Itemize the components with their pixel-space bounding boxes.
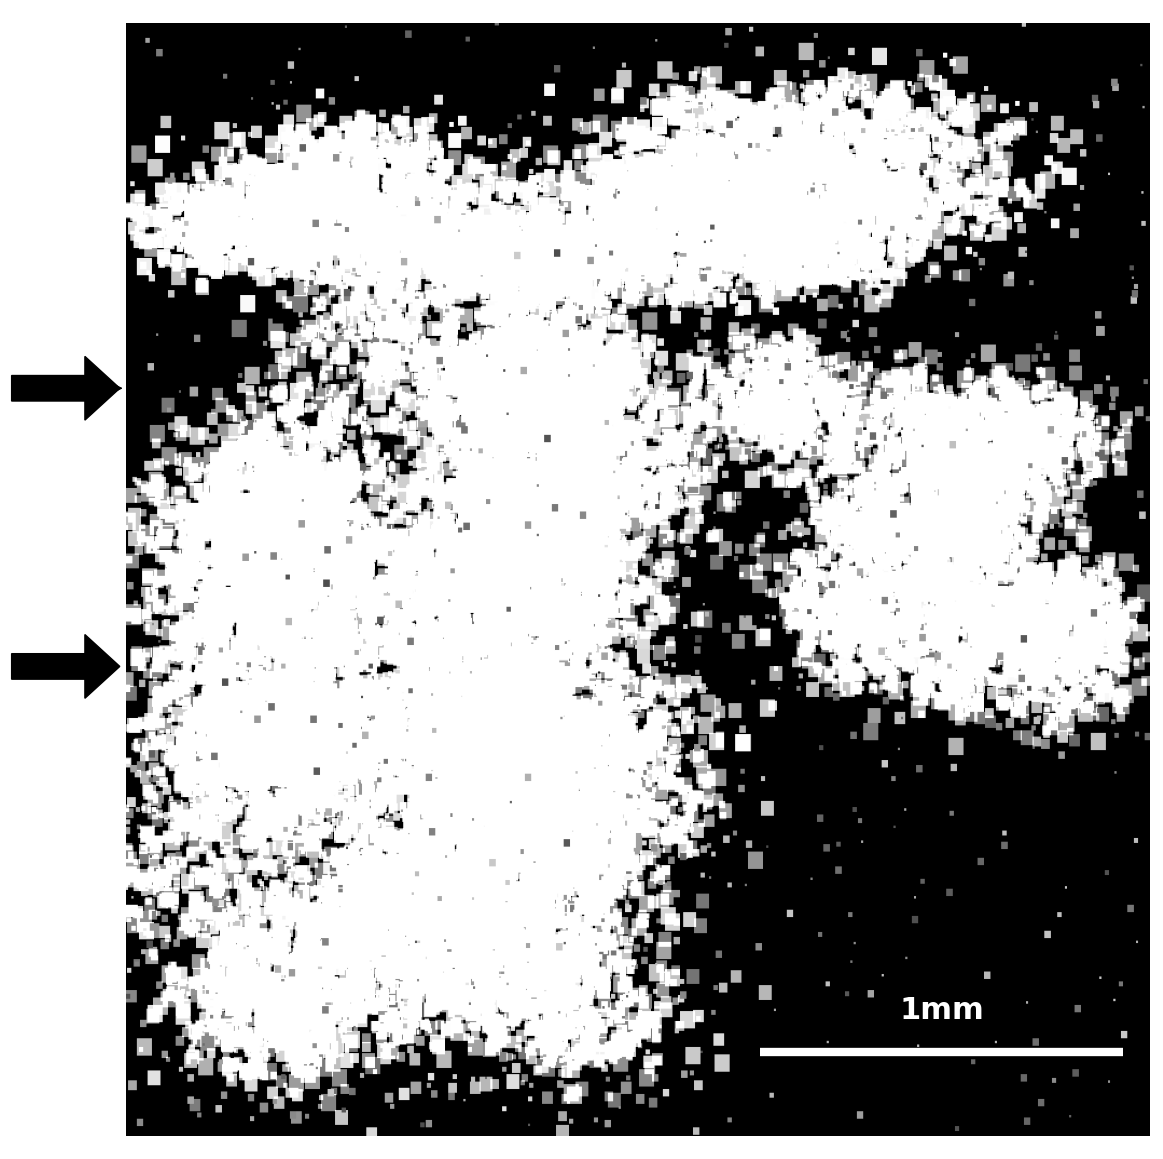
FancyArrow shape (12, 357, 120, 420)
FancyArrow shape (12, 634, 120, 698)
Text: 1mm: 1mm (899, 996, 984, 1025)
